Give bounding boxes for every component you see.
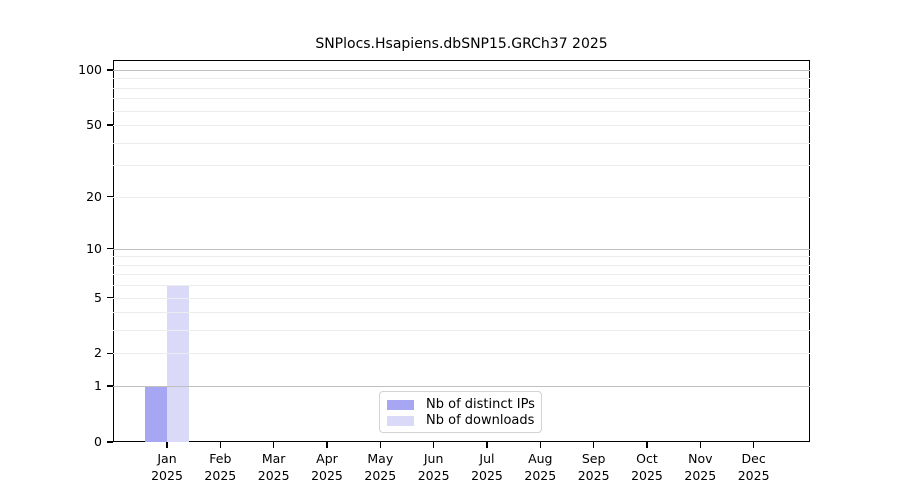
x-tick (166, 442, 168, 448)
y-tick-label: 0 (94, 434, 102, 449)
y-tick (107, 385, 113, 387)
gridline-major (113, 70, 810, 71)
x-tick-label: Dec 2025 (738, 450, 770, 484)
legend-label-distinct-ips: Nb of distinct IPs (426, 397, 535, 412)
x-tick (539, 442, 542, 448)
y-tick (107, 296, 113, 299)
gridline-minor (113, 78, 810, 80)
legend-swatch-distinct-ips (387, 400, 414, 410)
legend-swatch-downloads (387, 416, 414, 426)
x-tick-month: Nov (688, 451, 713, 466)
y-tick-label: 10 (86, 240, 102, 256)
x-tick-month: Sep (581, 451, 606, 466)
gridline-minor (113, 285, 810, 287)
y-tick-label: 5 (94, 289, 102, 305)
y-tick-label: 1 (94, 378, 102, 394)
x-tick (646, 442, 648, 448)
gridline-minor (113, 297, 810, 299)
y-tick-label: 100 (78, 62, 102, 77)
x-tick-label: Oct 2025 (631, 450, 663, 484)
x-tick-year: 2025 (577, 468, 610, 483)
gridline-major (113, 248, 810, 250)
x-tick-label: Sep 2025 (578, 450, 610, 484)
plot-area (113, 60, 810, 442)
y-tick-label: 20 (86, 188, 102, 204)
gridline-minor (113, 264, 810, 266)
x-tick-year: 2025 (151, 468, 183, 483)
gridline-minor (113, 330, 810, 332)
y-tick (107, 247, 113, 250)
gridline-minor (113, 256, 810, 258)
gridline-minor (113, 87, 810, 89)
x-tick-label: Jun 2025 (418, 450, 450, 484)
x-tick (699, 442, 702, 448)
gridline-minor (113, 125, 810, 127)
gridline-minor (113, 165, 810, 167)
gridline-minor (113, 98, 810, 100)
x-tick-year: 2025 (204, 468, 237, 483)
legend: Nb of distinct IPs Nb of downloads (379, 391, 542, 433)
legend-label-downloads: Nb of downloads (426, 413, 535, 428)
x-tick-label: Nov 2025 (684, 450, 716, 484)
x-tick-year: 2025 (737, 468, 770, 483)
x-tick-year: 2025 (524, 468, 557, 483)
y-tick (107, 441, 113, 443)
x-tick (592, 442, 595, 448)
gridline-minor (113, 312, 810, 314)
x-tick (272, 442, 275, 448)
y-tick-label: 2 (94, 345, 102, 361)
x-tick-year: 2025 (684, 468, 717, 483)
x-tick (752, 442, 755, 448)
bar-downloads (167, 285, 189, 442)
legend-item-downloads: Nb of downloads (387, 413, 535, 429)
x-tick-month: Jun (423, 451, 444, 466)
x-tick-label: Feb 2025 (204, 450, 236, 484)
gridline-minor (113, 274, 810, 276)
y-tick-label: 50 (86, 117, 102, 133)
x-tick-year: 2025 (257, 468, 290, 483)
gridline-major (113, 386, 810, 388)
x-tick-month: Dec (741, 451, 766, 466)
x-tick-year: 2025 (417, 468, 450, 483)
x-tick-year: 2025 (631, 468, 663, 483)
y-tick (107, 69, 113, 71)
x-tick-month: Aug (528, 451, 553, 466)
x-tick-month: May (367, 451, 394, 466)
x-tick (326, 442, 328, 448)
gridline-minor (113, 353, 810, 355)
bar-distinct-ips (145, 386, 167, 442)
legend-item-distinct-ips: Nb of distinct IPs (387, 397, 535, 413)
gridline-minor (113, 110, 810, 112)
x-tick-month: Jul (479, 451, 495, 466)
x-tick-label: Aug 2025 (524, 450, 556, 484)
x-tick-month: Feb (209, 451, 232, 466)
y-tick (107, 195, 113, 198)
x-tick-month: Oct (636, 451, 658, 466)
x-tick (432, 442, 435, 448)
x-tick (219, 442, 222, 448)
gridline-minor (113, 196, 810, 198)
x-tick-label: Jul 2025 (471, 450, 503, 484)
x-tick-year: 2025 (471, 468, 503, 483)
x-tick-month: Jan (157, 451, 177, 466)
x-tick-year: 2025 (364, 468, 397, 483)
x-tick-label: Apr 2025 (311, 450, 343, 484)
y-tick (107, 124, 113, 126)
x-tick-label: Mar 2025 (258, 450, 290, 484)
x-tick (486, 442, 488, 448)
x-tick-label: Jan 2025 (151, 450, 183, 484)
y-tick (107, 352, 113, 355)
x-tick-year: 2025 (311, 468, 343, 483)
chart-title: SNPlocs.Hsapiens.dbSNP15.GRCh37 2025 (315, 36, 608, 52)
x-tick-month: Apr (316, 451, 338, 466)
gridline-minor (113, 142, 810, 144)
x-tick-month: Mar (261, 451, 286, 466)
x-tick (379, 442, 382, 448)
x-tick-label: May 2025 (364, 450, 396, 484)
